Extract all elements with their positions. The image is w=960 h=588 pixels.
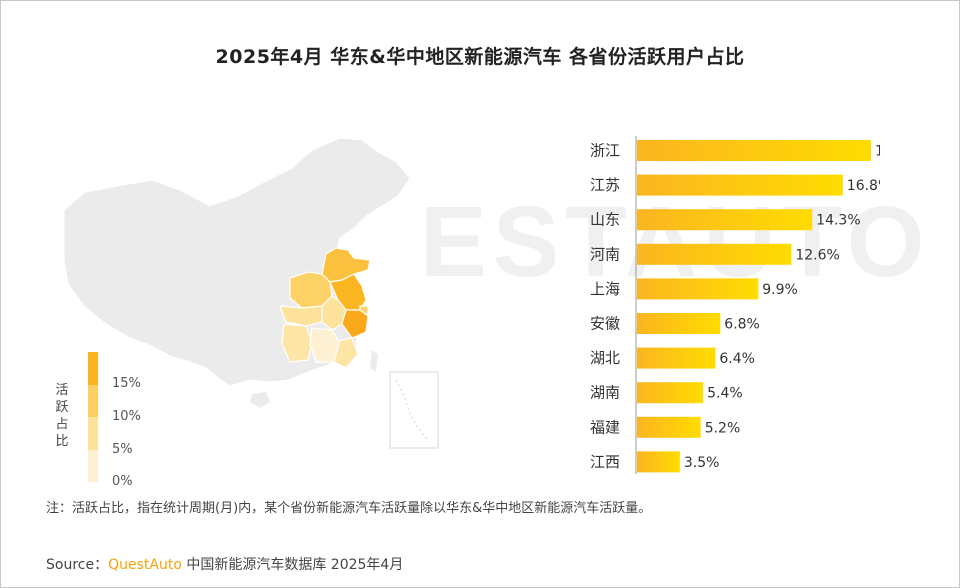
category-label: 浙江 (590, 142, 620, 160)
bar (637, 382, 704, 404)
legend-label-0: 0% (112, 474, 133, 489)
category-label: 江苏 (590, 176, 620, 194)
legend-label-10: 10% (112, 409, 141, 424)
legend-title-char: 跃 (55, 400, 69, 415)
legend-label-15: 15% (112, 376, 141, 391)
inset-islands (395, 379, 429, 441)
bar (637, 313, 721, 334)
china-map (63, 137, 439, 449)
legend-title: 活跃占比 (53, 382, 71, 450)
category-label: 山东 (590, 211, 620, 229)
value-label: 14.3% (816, 213, 860, 229)
map-province-shandong (321, 247, 371, 283)
legend-title-char: 活 (55, 383, 69, 398)
value-label: 9.9% (762, 282, 798, 298)
value-label: 6.8% (724, 317, 760, 333)
bar-chart: 浙江 19.1% 江苏 16.8% 山东 14.3% 河南 12.6% 上海 9.9% 安徽 6.8%… (590, 136, 880, 474)
category-label: 安徽 (590, 315, 620, 333)
source-text: 中国新能源汽车数据库 2025年4月 (181, 557, 404, 573)
bar (637, 243, 792, 265)
category-label: 湖北 (590, 349, 620, 367)
map-province-hunan (281, 323, 313, 363)
category-label: 河南 (590, 245, 620, 263)
bar (637, 347, 716, 369)
legend-swatch-15 (88, 352, 98, 385)
bar (637, 209, 813, 231)
category-label: 江西 (590, 453, 620, 471)
chart-title: 2025年4月 华东&华中地区新能源汽车 各省份活跃用户占比 (215, 46, 745, 68)
category-label: 上海 (590, 280, 620, 298)
footnote: 注：活跃占比，指在统计周期(月)内，某个省份新能源汽车活跃量除以华东&华中地区新… (46, 501, 652, 516)
value-label: 12.6% (795, 247, 839, 263)
legend-swatch-10 (88, 384, 98, 417)
value-label: 3.5% (684, 455, 720, 471)
legend-swatch-0 (88, 449, 98, 482)
legend-title-char: 比 (55, 434, 69, 449)
map-province-hubei (279, 305, 323, 327)
hainan-island (250, 392, 270, 408)
legend-color-scale (88, 352, 98, 482)
legend-title-char: 占 (55, 417, 69, 432)
value-label: 5.2% (705, 420, 741, 436)
bar (637, 416, 701, 438)
value-label: 6.4% (719, 351, 755, 367)
bar (637, 174, 843, 196)
value-label: 5.4% (707, 386, 743, 402)
bar (637, 278, 759, 300)
value-label: 16.8% (847, 178, 880, 194)
source-line: Source：QuestAuto 中国新能源汽车数据库 2025年4月 (46, 554, 403, 574)
map-province-fujian (333, 337, 359, 369)
taiwan-island (370, 350, 378, 372)
south-china-sea-inset (389, 371, 439, 449)
category-label: 福建 (590, 418, 620, 436)
bar (637, 140, 871, 161)
value-label: 19.1% (875, 144, 880, 160)
map-province-zhejiang (341, 309, 369, 339)
source-prefix: Source： (46, 557, 109, 573)
bar (637, 451, 680, 473)
source-brand: QuestAuto (108, 557, 182, 573)
legend-label-5: 5% (112, 442, 133, 457)
category-label: 湖南 (590, 384, 620, 402)
legend-swatch-5 (88, 417, 98, 450)
